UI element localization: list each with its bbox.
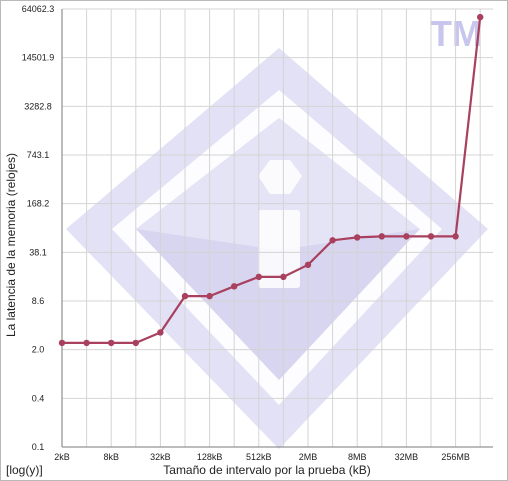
x-tick-label: 8kB [103, 452, 119, 462]
x-tick-label: 32kB [150, 452, 171, 462]
x-tick-label: 32MB [395, 452, 419, 462]
data-point [108, 339, 115, 347]
y-tick-label: 168.2 [27, 199, 50, 209]
scale-label: [log(y)] [6, 463, 43, 477]
y-tick-label: 2.0 [32, 345, 45, 355]
y-tick-label: 14501.9 [22, 53, 55, 63]
watermark-letter-stem [258, 210, 300, 288]
data-point [181, 292, 189, 300]
data-point [452, 233, 459, 240]
data-point [354, 234, 361, 241]
y-tick-label: 38.1 [29, 247, 47, 257]
data-point [329, 237, 336, 244]
data-point [378, 233, 385, 240]
x-tick-label: 512kB [246, 452, 272, 462]
y-tick-label: 0.4 [32, 393, 45, 403]
x-tick-label: 8MB [348, 452, 367, 462]
data-point [403, 233, 410, 240]
data-point [280, 273, 287, 281]
y-axis-title: La latencia de la memoria (relojes) [4, 153, 18, 337]
series-layer [58, 13, 484, 347]
y-tick-labels: 0.1 0.4 2.0 8.6 38.1 168.2 743.1 3282.8 14501.9 6… [22, 4, 55, 452]
data-point [477, 13, 484, 21]
watermark-letter-dot [258, 160, 302, 194]
data-point [427, 233, 435, 240]
x-tick-label: 128kB [197, 452, 223, 462]
data-point [231, 283, 238, 290]
y-tick-label: 0.1 [32, 442, 45, 452]
x-tick-label: 256MB [441, 452, 470, 462]
x-tick-labels: 2kB 8kB 32kB 128kB 512kB 2MB 8MB 32MB 256MB [54, 452, 470, 462]
x-tick-label: 2kB [54, 452, 70, 462]
data-point [157, 329, 164, 336]
y-tick-label: 64062.3 [22, 4, 55, 14]
y-tick-label: 743.1 [27, 150, 50, 160]
latency-line [62, 16, 482, 344]
x-tick-label: 2MB [299, 452, 318, 462]
y-tick-label: 3282.8 [24, 101, 52, 111]
data-point [83, 339, 90, 347]
data-point [304, 261, 312, 269]
data-point [58, 339, 66, 347]
data-point [206, 292, 213, 300]
data-point [132, 339, 139, 347]
data-point [255, 273, 262, 281]
chart-axes [61, 9, 493, 448]
y-tick-label: 8.6 [32, 296, 45, 306]
x-axis-title: Tamaño de intervalo por la prueba (kB) [163, 463, 370, 477]
watermark-logo: TM [66, 13, 488, 449]
